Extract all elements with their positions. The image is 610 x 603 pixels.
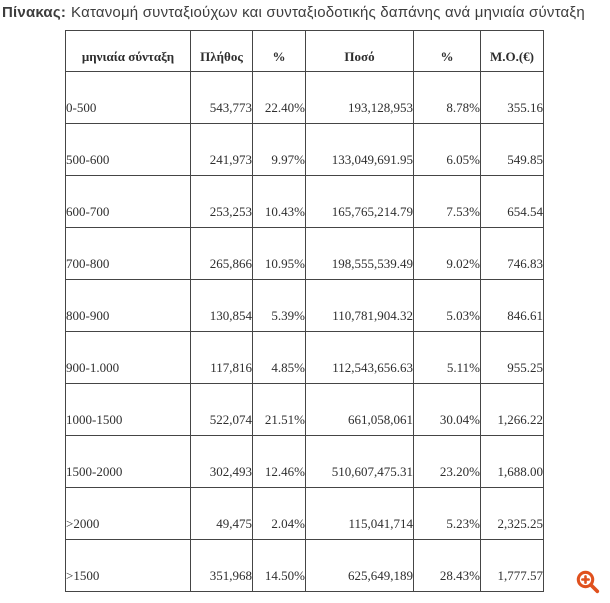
table-cell: 8.78% <box>413 71 481 124</box>
table-row: 600-700 253,253 10.43% 165,765,214.79 7.53% 6… <box>65 175 544 228</box>
table-cell: 351,968 <box>190 539 253 592</box>
column-header: Ποσό <box>305 30 414 72</box>
column-header: μηνιαία σύνταξη <box>65 30 191 72</box>
table-cell: 198,555,539.49 <box>305 227 414 280</box>
table-cell: 265,866 <box>190 227 253 280</box>
table-cell: 5.23% <box>413 487 481 540</box>
table-cell: 5.39% <box>252 279 306 332</box>
column-header: Πλήθος <box>190 30 253 72</box>
table-cell: 4.85% <box>252 331 306 384</box>
table-cell: 10.43% <box>252 175 306 228</box>
pension-range-cell: 800-900 <box>65 279 191 332</box>
table-row: 700-800 265,866 10.95% 198,555,539.49 9.02% 7… <box>65 227 544 280</box>
table-cell: 846.61 <box>480 279 544 332</box>
table-cell: 115,041,714 <box>305 487 414 540</box>
table-cell: 543,773 <box>190 71 253 124</box>
table-body: 0-500 543,773 22.40% 193,128,953 8.78% 355.16… <box>65 71 544 592</box>
pension-range-cell: 1500-2000 <box>65 435 191 488</box>
table-row: 900-1.000 117,816 4.85% 112,543,656.63 5.11%… <box>65 331 544 384</box>
pension-range-cell: >2000 <box>65 487 191 540</box>
table-cell: 28.43% <box>413 539 481 592</box>
table-row: >2000 49,475 2.04% 115,041,714 5.23% 2,325.25 <box>65 487 544 540</box>
column-header: % <box>252 30 306 72</box>
table-cell: 49,475 <box>190 487 253 540</box>
table-cell: 355.16 <box>480 71 544 124</box>
table-caption-label: Πίνακας: <box>2 4 67 21</box>
table-cell: 22.40% <box>252 71 306 124</box>
table-cell: 625,649,189 <box>305 539 414 592</box>
table-row: 500-600 241,973 9.97% 133,049,691.95 6.05% 54… <box>65 123 544 176</box>
table-caption: Πίνακας: Κατανομή συνταξιούχων και συνταξ… <box>2 4 585 21</box>
pension-range-cell: 1000-1500 <box>65 383 191 436</box>
table-cell: 1,777.57 <box>480 539 544 592</box>
table-cell: 9.02% <box>413 227 481 280</box>
pension-distribution-table: μηνιαία σύνταξη Πλήθος% Ποσό% Μ.Ο.(€) 0-500… <box>65 30 544 592</box>
table-cell: 302,493 <box>190 435 253 488</box>
table-cell: 549.85 <box>480 123 544 176</box>
table-cell: 112,543,656.63 <box>305 331 414 384</box>
pension-range-cell: >1500 <box>65 539 191 592</box>
table-cell: 5.03% <box>413 279 481 332</box>
pension-range-cell: 0-500 <box>65 71 191 124</box>
table-cell: 2.04% <box>252 487 306 540</box>
table-cell: 5.11% <box>413 331 481 384</box>
table-row: 0-500 543,773 22.40% 193,128,953 8.78% 355.16 <box>65 71 544 124</box>
column-header: Μ.Ο.(€) <box>480 30 544 72</box>
table-caption-text: Κατανομή συνταξιούχων και συνταξιοδοτική… <box>71 4 585 21</box>
table-cell: 1,688.00 <box>480 435 544 488</box>
table-cell: 7.53% <box>413 175 481 228</box>
table-row: 1500-2000 302,493 12.46% 510,607,475.31 23.2… <box>65 435 544 488</box>
zoom-in-icon[interactable] <box>575 569 601 595</box>
table-cell: 14.50% <box>252 539 306 592</box>
table-cell: 746.83 <box>480 227 544 280</box>
pension-range-cell: 600-700 <box>65 175 191 228</box>
table-cell: 654.54 <box>480 175 544 228</box>
table-cell: 253,253 <box>190 175 253 228</box>
table-cell: 30.04% <box>413 383 481 436</box>
table-row: >1500 351,968 14.50% 625,649,189 28.43% 1,777… <box>65 539 544 592</box>
table-cell: 130,854 <box>190 279 253 332</box>
table-cell: 21.51% <box>252 383 306 436</box>
table-cell: 661,058,061 <box>305 383 414 436</box>
table-cell: 6.05% <box>413 123 481 176</box>
table-cell: 1,266.22 <box>480 383 544 436</box>
table-cell: 110,781,904.32 <box>305 279 414 332</box>
pension-range-cell: 700-800 <box>65 227 191 280</box>
table-row: 800-900 130,854 5.39% 110,781,904.32 5.03% 84… <box>65 279 544 332</box>
header-row: μηνιαία σύνταξη Πλήθος% Ποσό% Μ.Ο.(€) <box>65 30 544 72</box>
table-cell: 133,049,691.95 <box>305 123 414 176</box>
table-cell: 23.20% <box>413 435 481 488</box>
table-cell: 117,816 <box>190 331 253 384</box>
table-cell: 241,973 <box>190 123 253 176</box>
zoom-in-magnifier-glyph <box>576 570 600 594</box>
pension-range-cell: 900-1.000 <box>65 331 191 384</box>
table-cell: 193,128,953 <box>305 71 414 124</box>
column-header: % <box>413 30 481 72</box>
table-cell: 510,607,475.31 <box>305 435 414 488</box>
table-cell: 10.95% <box>252 227 306 280</box>
table-cell: 955.25 <box>480 331 544 384</box>
table-row: 1000-1500 522,074 21.51% 661,058,061 30.04% 1… <box>65 383 544 436</box>
table-cell: 522,074 <box>190 383 253 436</box>
pension-range-cell: 500-600 <box>65 123 191 176</box>
table-cell: 2,325.25 <box>480 487 544 540</box>
table-cell: 9.97% <box>252 123 306 176</box>
table-cell: 165,765,214.79 <box>305 175 414 228</box>
table-cell: 12.46% <box>252 435 306 488</box>
